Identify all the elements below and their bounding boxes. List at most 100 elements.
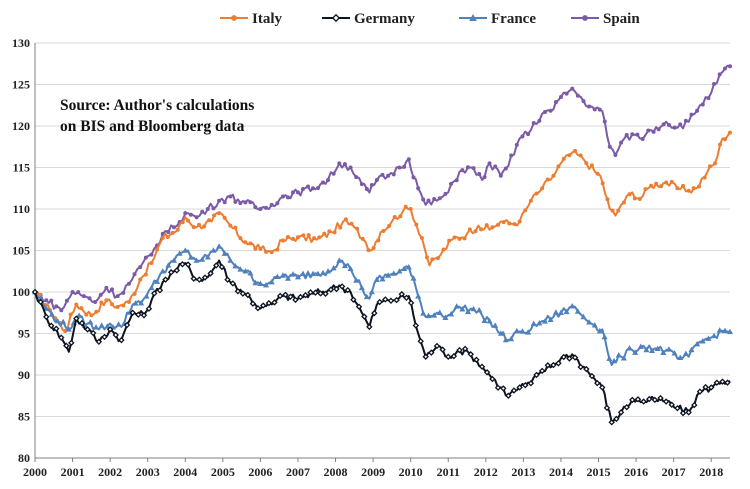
- data-point: [606, 355, 613, 361]
- data-point: [517, 219, 522, 224]
- data-point: [387, 297, 395, 304]
- data-point: [382, 296, 389, 303]
- data-point: [244, 291, 252, 299]
- data-point: [589, 163, 594, 168]
- data-point: [433, 342, 441, 350]
- data-point: [54, 317, 61, 324]
- data-point: [528, 198, 533, 203]
- data-point: [402, 164, 407, 169]
- data-point: [626, 345, 633, 351]
- data-point: [662, 398, 670, 405]
- x-tick-label: 2013: [511, 465, 535, 479]
- data-point: [411, 175, 416, 180]
- data-point: [294, 273, 301, 280]
- legend-item-italy: Italy: [220, 11, 283, 27]
- data-point: [336, 257, 343, 263]
- data-point: [396, 268, 403, 274]
- x-tick-label: 2002: [98, 465, 122, 479]
- data-point: [143, 255, 148, 260]
- data-point: [49, 298, 54, 303]
- data-point: [592, 107, 597, 112]
- y-tick-label: 85: [18, 410, 30, 424]
- data-point: [637, 197, 642, 202]
- data-point: [722, 137, 727, 142]
- annotation-line-2: on BIS and Bloomberg data: [60, 118, 245, 135]
- data-point: [173, 267, 181, 274]
- data-point: [615, 352, 622, 358]
- data-point: [507, 221, 512, 226]
- data-point: [476, 306, 483, 313]
- data-point: [386, 173, 391, 178]
- data-point: [179, 261, 186, 268]
- data-point: [232, 262, 239, 269]
- data-point: [717, 142, 722, 147]
- data-point: [160, 236, 165, 241]
- data-point: [73, 315, 80, 322]
- data-point: [363, 293, 370, 300]
- data-point: [671, 350, 678, 356]
- data-point: [110, 287, 115, 292]
- data-point: [187, 254, 194, 260]
- data-point: [682, 350, 689, 356]
- data-point: [462, 236, 467, 241]
- data-point: [359, 182, 364, 187]
- data-point: [180, 220, 185, 225]
- data-point: [407, 299, 415, 307]
- x-tick-label: 2012: [474, 465, 498, 479]
- data-point: [403, 204, 408, 209]
- data-point: [484, 223, 489, 228]
- data-point: [659, 184, 664, 189]
- data-point: [629, 396, 636, 404]
- data-point: [439, 346, 446, 353]
- x-tick-label: 2017: [662, 465, 686, 479]
- data-point: [176, 250, 183, 256]
- data-point: [98, 292, 103, 297]
- y-tick-label: 110: [13, 202, 30, 216]
- data-point: [570, 86, 575, 91]
- data-point: [84, 312, 89, 317]
- data-point: [453, 303, 460, 309]
- data-point: [121, 303, 126, 308]
- data-point: [43, 305, 50, 311]
- data-point: [361, 313, 368, 320]
- data-point: [548, 108, 553, 113]
- data-point: [486, 317, 493, 324]
- data-point: [461, 345, 469, 353]
- data-point: [422, 353, 429, 360]
- data-point: [312, 289, 319, 296]
- data-point: [502, 336, 509, 343]
- data-point: [541, 318, 548, 324]
- data-point: [503, 166, 508, 171]
- data-point: [138, 265, 143, 270]
- data-point: [526, 132, 531, 137]
- data-point: [547, 316, 554, 323]
- data-point: [608, 419, 615, 426]
- data-point: [694, 340, 701, 347]
- x-tick-label: 2014: [549, 465, 573, 479]
- y-tick-label: 100: [12, 285, 30, 299]
- data-point: [76, 290, 81, 295]
- legend-item-france: France: [459, 11, 536, 27]
- data-point: [617, 409, 625, 416]
- data-point: [115, 294, 120, 299]
- data-point: [145, 305, 153, 312]
- data-point: [65, 326, 72, 332]
- data-point: [416, 186, 421, 191]
- data-point: [126, 299, 131, 304]
- y-tick-label: 125: [12, 78, 30, 92]
- data-point: [143, 272, 148, 277]
- x-tick-label: 2016: [624, 465, 648, 479]
- data-point: [211, 206, 216, 211]
- data-point: [686, 188, 691, 193]
- data-point: [599, 384, 606, 391]
- data-point: [115, 304, 120, 309]
- data-point: [555, 360, 562, 367]
- data-point: [393, 296, 400, 304]
- data-point: [621, 200, 626, 205]
- data-point: [603, 404, 611, 412]
- data-point: [183, 211, 188, 216]
- data-point: [607, 144, 612, 149]
- data-point: [224, 276, 231, 283]
- data-point: [501, 220, 506, 225]
- data-point: [190, 275, 197, 282]
